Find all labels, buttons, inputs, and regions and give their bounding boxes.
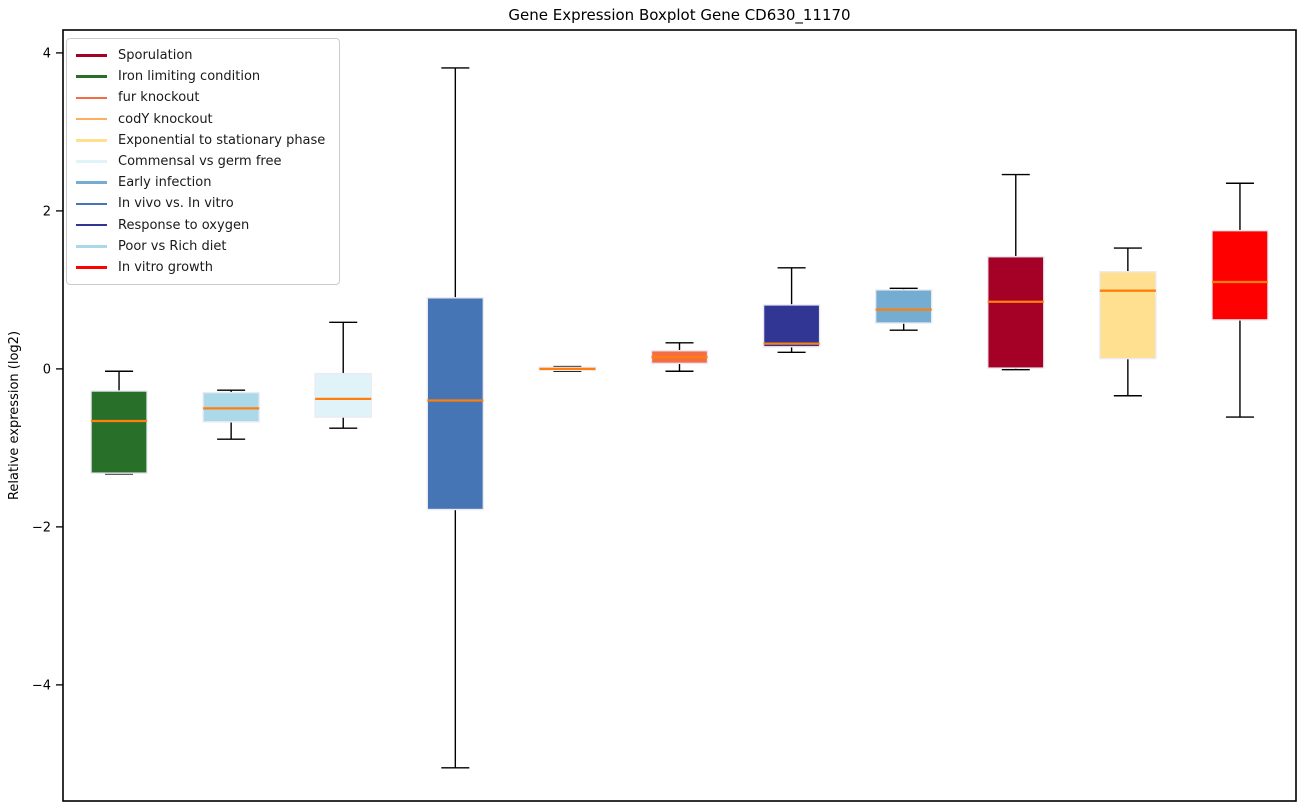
boxplot-iron-limiting-condition <box>90 370 148 475</box>
legend-swatch-line <box>76 160 107 163</box>
iqr-box <box>90 390 148 474</box>
iqr-box <box>874 289 933 324</box>
boxplot-fur-knockout <box>650 342 709 372</box>
legend-item-early-infection: Early infection <box>76 172 325 193</box>
legend-item-label: In vivo vs. In vitro <box>118 196 234 212</box>
legend-item-label: In vitro growth <box>118 259 213 275</box>
legend-item-sporulation: Sporulation <box>76 45 325 66</box>
legend-swatch-line <box>76 139 107 142</box>
boxplot-poor-vs-rich-diet <box>202 389 260 440</box>
legend-item-label: Iron limiting condition <box>118 69 261 85</box>
y-tick-label: 2 <box>43 204 51 219</box>
boxplot-early-infection <box>874 287 933 331</box>
y-tick-label: −2 <box>32 520 51 535</box>
boxplot-in-vitro-growth <box>1211 182 1269 418</box>
legend-swatch-line <box>76 266 107 269</box>
legend-item-label: Exponential to stationary phase <box>118 132 326 148</box>
legend-item-poor-vs-rich-diet: Poor vs Rich diet <box>76 236 325 257</box>
iqr-box <box>314 372 372 418</box>
legend-swatch-line <box>76 181 107 185</box>
legend-item-iron-limiting-condition: Iron limiting condition <box>76 66 325 87</box>
iqr-box <box>202 391 260 423</box>
legend-item-fur-knockout: fur knockout <box>76 87 325 108</box>
legend-item-label: fur knockout <box>118 90 200 106</box>
boxplot-cody-knockout <box>538 365 597 372</box>
chart-title: Gene Expression Boxplot Gene CD630_11170 <box>508 6 851 24</box>
iqr-box <box>426 297 485 511</box>
legend-item-commensal-vs-germ-free: Commensal vs germ free <box>76 151 325 172</box>
y-tick-label: −4 <box>32 678 51 693</box>
legend-swatch-line <box>76 96 107 100</box>
legend-swatch-line <box>76 244 107 248</box>
legend-swatch-line <box>76 202 107 206</box>
legend-item-response-to-oxygen: Response to oxygen <box>76 215 325 236</box>
legend-item-in-vivo-vs-in-vitro: In vivo vs. In vitro <box>76 193 325 214</box>
boxplot-in-vivo-vs-in-vitro <box>426 67 485 769</box>
legend-item-label: Response to oxygen <box>118 217 250 233</box>
y-tick-label: 0 <box>43 362 51 377</box>
y-tick-label: 4 <box>43 46 51 61</box>
legend-item-label: codY knockout <box>118 111 213 127</box>
boxplot-response-to-oxygen <box>762 267 821 354</box>
legend-item-label: Sporulation <box>118 48 193 64</box>
boxplot-commensal-vs-germ-free <box>314 321 372 429</box>
boxplot-sporulation <box>987 173 1045 371</box>
legend-item-label: Commensal vs germ free <box>118 154 282 170</box>
legend-item-in-vitro-growth: In vitro growth <box>76 257 325 278</box>
legend-swatch-line <box>76 54 107 57</box>
legend-swatch-line <box>76 117 107 121</box>
legend-item-label: Poor vs Rich diet <box>118 238 227 254</box>
legend-swatch-line <box>76 223 107 227</box>
legend-item-cody-knockout: codY knockout <box>76 109 325 130</box>
plot-frame <box>62 29 1297 802</box>
iqr-box <box>1099 271 1157 360</box>
iqr-box <box>987 256 1045 369</box>
legend-item-label: Early infection <box>118 175 212 191</box>
legend: Sporulation Iron limiting condition fur kn… <box>66 38 341 286</box>
legend-swatch-line <box>76 75 107 79</box>
legend-item-exponential-to-stationary-phase: Exponential to stationary phase <box>76 130 325 151</box>
iqr-box <box>1211 229 1269 321</box>
iqr-box <box>762 304 821 348</box>
boxplot-exponential-to-stationary-phase <box>1099 247 1157 397</box>
